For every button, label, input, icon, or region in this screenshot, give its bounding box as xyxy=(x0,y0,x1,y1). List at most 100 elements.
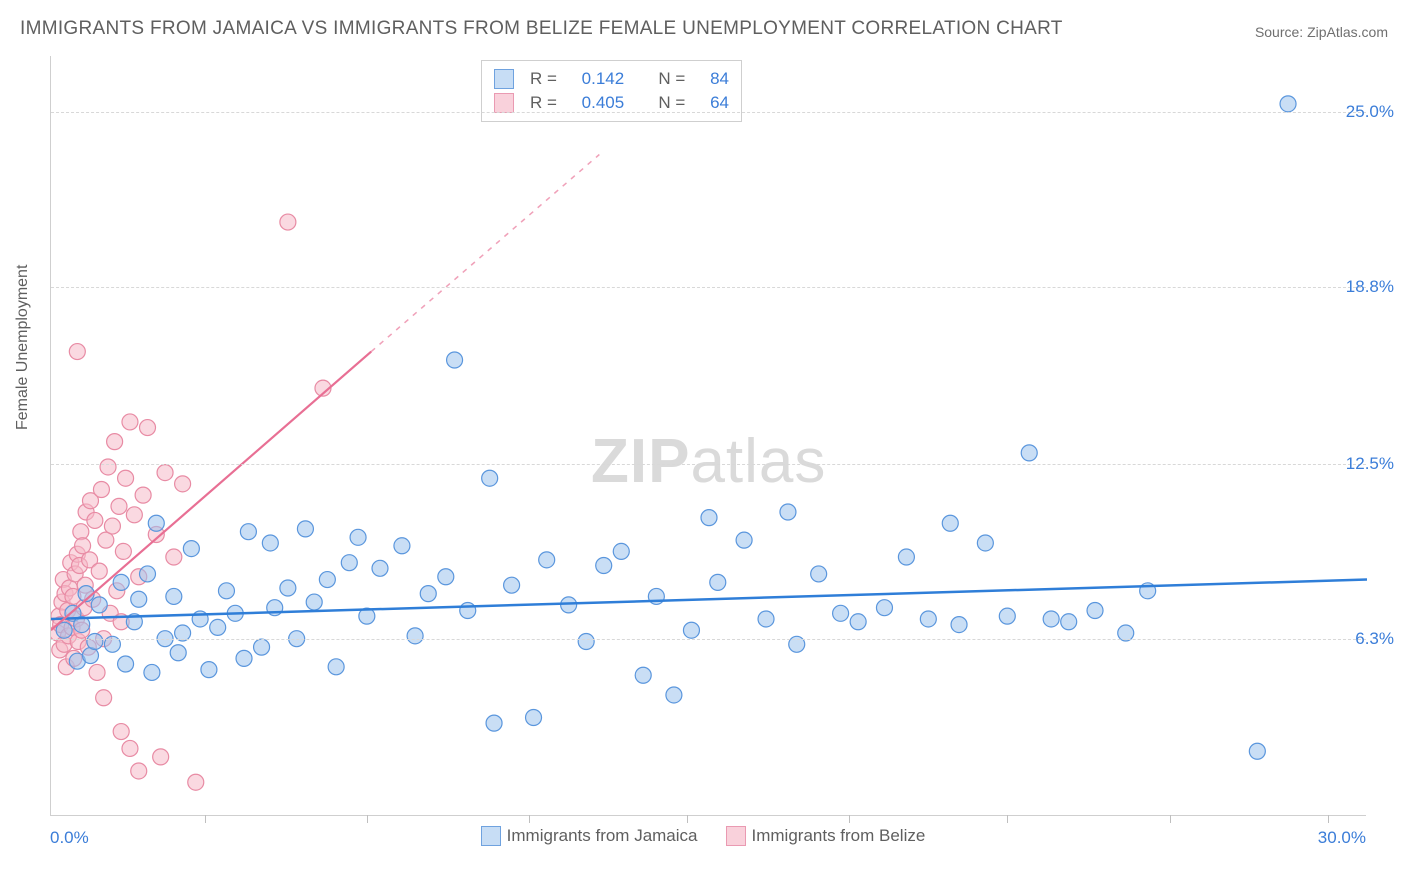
data-point xyxy=(736,532,752,548)
x-tick xyxy=(687,815,688,823)
data-point xyxy=(394,538,410,554)
data-point xyxy=(135,487,151,503)
data-point xyxy=(166,588,182,604)
data-point xyxy=(876,600,892,616)
data-point xyxy=(218,583,234,599)
data-point xyxy=(115,543,131,559)
data-point xyxy=(210,619,226,635)
data-point xyxy=(306,594,322,610)
y-tick-label: 12.5% xyxy=(1346,454,1394,474)
legend-swatch xyxy=(726,826,746,846)
trend-line xyxy=(51,580,1367,619)
data-point xyxy=(254,639,270,655)
data-point xyxy=(460,603,476,619)
data-point xyxy=(236,650,252,666)
y-axis-label: Female Unemployment xyxy=(14,265,32,430)
data-point xyxy=(280,580,296,596)
data-point xyxy=(780,504,796,520)
source-attribution: Source: ZipAtlas.com xyxy=(1255,24,1388,40)
data-point xyxy=(635,667,651,683)
data-point xyxy=(898,549,914,565)
data-point xyxy=(69,344,85,360)
data-point xyxy=(153,749,169,765)
data-point xyxy=(73,524,89,540)
data-point xyxy=(833,605,849,621)
y-tick-label: 6.3% xyxy=(1355,629,1394,649)
legend-label: Immigrants from Jamaica xyxy=(507,826,698,846)
data-point xyxy=(1087,603,1103,619)
x-tick xyxy=(205,815,206,823)
data-point xyxy=(951,617,967,633)
data-point xyxy=(131,763,147,779)
data-point xyxy=(920,611,936,627)
legend-swatch xyxy=(494,69,514,89)
data-point xyxy=(596,557,612,573)
data-point xyxy=(93,481,109,497)
data-point xyxy=(240,524,256,540)
data-point xyxy=(1249,743,1265,759)
data-point xyxy=(438,569,454,585)
data-point xyxy=(758,611,774,627)
data-point xyxy=(131,591,147,607)
data-point xyxy=(850,614,866,630)
data-point xyxy=(578,633,594,649)
x-tick xyxy=(849,815,850,823)
gridline xyxy=(51,287,1366,288)
data-point xyxy=(666,687,682,703)
data-point xyxy=(482,470,498,486)
x-tick xyxy=(1328,815,1329,823)
data-point xyxy=(113,724,129,740)
data-point xyxy=(447,352,463,368)
data-point xyxy=(262,535,278,551)
gridline xyxy=(51,464,1366,465)
trend-line-extrapolated xyxy=(371,155,599,352)
data-point xyxy=(811,566,827,582)
chart-title: IMMIGRANTS FROM JAMAICA VS IMMIGRANTS FR… xyxy=(20,18,1063,40)
x-tick xyxy=(529,815,530,823)
legend-label: Immigrants from Belize xyxy=(752,826,926,846)
data-point xyxy=(297,521,313,537)
data-point xyxy=(539,552,555,568)
data-point xyxy=(710,574,726,590)
x-tick xyxy=(367,815,368,823)
data-point xyxy=(91,563,107,579)
data-point xyxy=(1021,445,1037,461)
data-point xyxy=(175,476,191,492)
data-point xyxy=(328,659,344,675)
data-point xyxy=(1280,96,1296,112)
data-point xyxy=(122,414,138,430)
data-point xyxy=(486,715,502,731)
data-point xyxy=(140,566,156,582)
data-point xyxy=(111,498,127,514)
data-point xyxy=(170,645,186,661)
data-point xyxy=(350,529,366,545)
gridline xyxy=(51,112,1366,113)
data-point xyxy=(561,597,577,613)
data-point xyxy=(96,690,112,706)
data-point xyxy=(118,470,134,486)
data-point xyxy=(526,709,542,725)
scatter-chart xyxy=(51,56,1367,816)
gridline xyxy=(51,639,1366,640)
data-point xyxy=(319,572,335,588)
legend-stat-row: R = 0.142 N = 84 xyxy=(494,67,729,91)
data-point xyxy=(977,535,993,551)
legend-swatch xyxy=(481,826,501,846)
data-point xyxy=(89,664,105,680)
legend-swatch xyxy=(494,93,514,113)
legend-item: Immigrants from Belize xyxy=(726,826,926,846)
data-point xyxy=(148,515,164,531)
data-point xyxy=(122,740,138,756)
data-point xyxy=(157,465,173,481)
data-point xyxy=(1043,611,1059,627)
x-tick xyxy=(1007,815,1008,823)
data-point xyxy=(420,586,436,602)
data-point xyxy=(280,214,296,230)
data-point xyxy=(104,518,120,534)
data-point xyxy=(100,459,116,475)
data-point xyxy=(341,555,357,571)
data-point xyxy=(113,574,129,590)
series-legend: Immigrants from Jamaica Immigrants from B… xyxy=(0,826,1406,851)
plot-area: ZIPatlas R = 0.142 N = 84R = 0.405 N = 6… xyxy=(50,56,1366,816)
data-point xyxy=(126,507,142,523)
